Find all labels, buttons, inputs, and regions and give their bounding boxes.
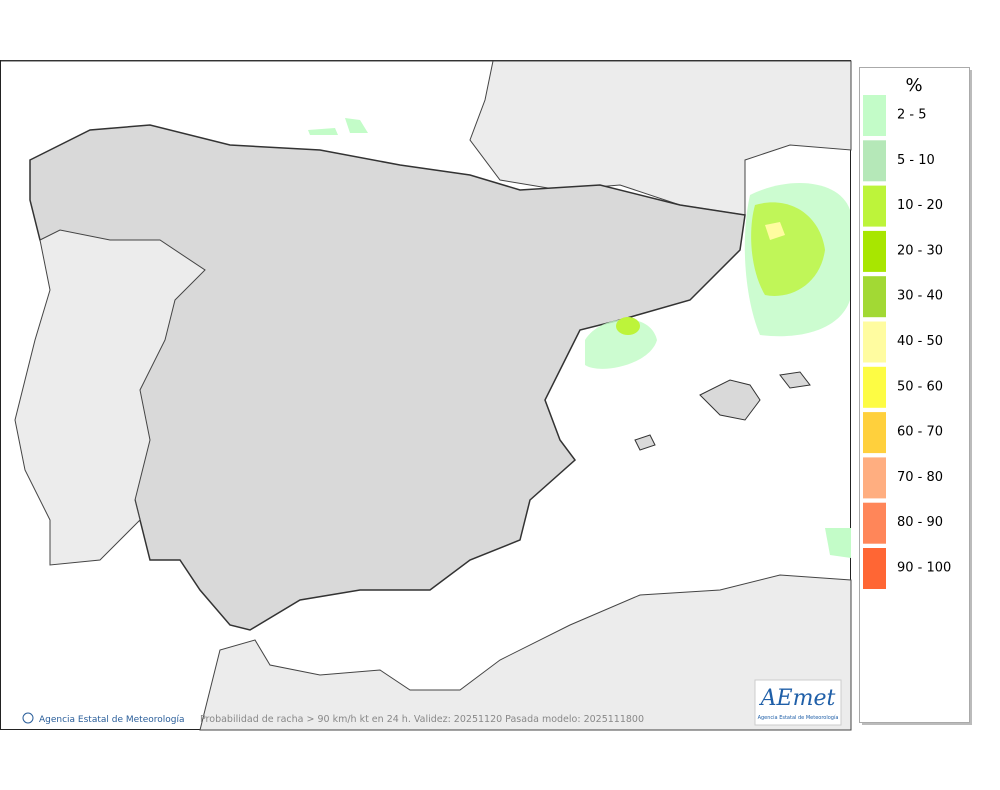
logo-subtitle: Agencia Estatal de Meteorología — [758, 714, 839, 721]
menorca — [779, 371, 811, 389]
legend-swatch — [863, 502, 886, 544]
prob-area — [825, 528, 851, 558]
africa-land — [199, 574, 852, 731]
prob-area — [765, 222, 785, 240]
legend-swatch — [863, 548, 886, 589]
legend-swatch — [863, 185, 886, 227]
legend-swatch — [863, 230, 886, 272]
legend-swatch — [863, 140, 886, 182]
legend-label: 50 - 60 — [897, 379, 943, 394]
legend-swatch — [863, 95, 886, 136]
prob-area — [585, 319, 657, 369]
legend-label: 30 - 40 — [897, 289, 943, 304]
legend-swatch — [863, 366, 886, 408]
legend-label: 20 - 30 — [897, 243, 943, 258]
legend-label: 60 - 70 — [897, 425, 943, 440]
logo-box — [754, 679, 842, 726]
legend-title: % — [905, 75, 922, 96]
logo-text: AEmet — [759, 686, 836, 711]
map: Agencia Estatal de Meteorología Probabil… — [0, 60, 852, 731]
ibiza — [634, 434, 656, 451]
legend-label: 80 - 90 — [897, 515, 943, 530]
legend-label: 90 - 100 — [897, 561, 951, 576]
portugal-land — [14, 229, 206, 566]
legend-swatch — [863, 321, 886, 363]
prob-area — [308, 118, 368, 135]
legend: % 2 - 5 5 - 10 10 - 20 20 - 30 30 - 40 40 - 5… — [859, 67, 972, 725]
legend-swatch — [863, 412, 886, 454]
legend-label: 5 - 10 — [897, 153, 935, 168]
france-land — [1, 60, 852, 216]
caption: Probabilidad de racha > 90 km/h kt en 24… — [200, 714, 644, 725]
legend-swatch — [863, 457, 886, 499]
legend-swatch — [863, 276, 886, 318]
copyright-text: Agencia Estatal de Meteorología — [39, 715, 185, 725]
copyright-icon — [22, 712, 34, 724]
legend-label: 40 - 50 — [897, 334, 943, 349]
legend-label: 2 - 5 — [897, 108, 927, 123]
prob-area — [616, 317, 640, 335]
legend-label: 70 - 80 — [897, 470, 943, 485]
mallorca — [699, 379, 761, 421]
legend-label: 10 - 20 — [897, 198, 943, 213]
